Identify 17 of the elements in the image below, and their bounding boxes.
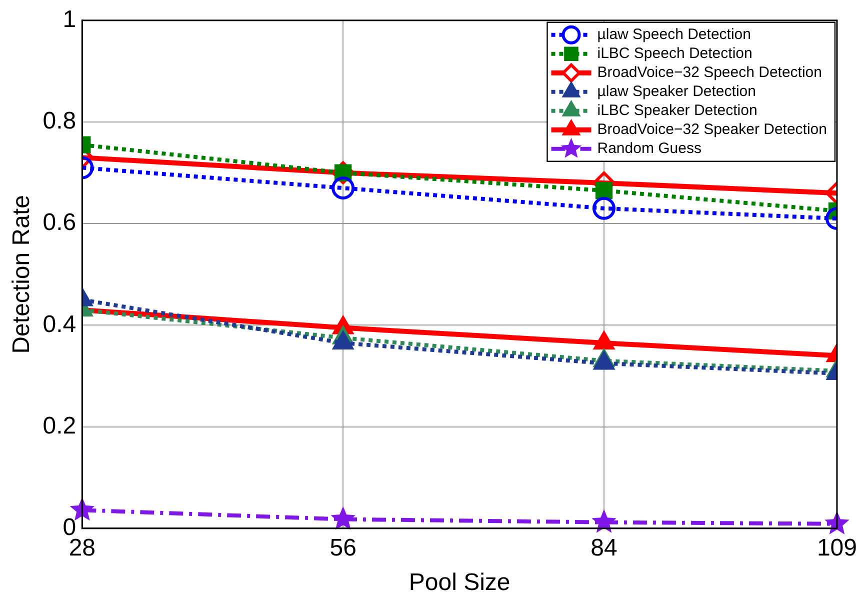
legend-label: iLBC Speech Detection xyxy=(597,45,752,62)
y-tick-label: 0.2 xyxy=(42,412,76,440)
legend-label: Random Guess xyxy=(597,140,702,158)
x-tick-label: 109 xyxy=(816,534,857,562)
x-tick-label: 56 xyxy=(330,534,356,562)
y-tick-label: 0.4 xyxy=(42,310,76,338)
x-tick-label: 84 xyxy=(590,534,618,562)
x-axis-title: Pool Size xyxy=(408,569,510,596)
legend-label: µlaw Speaker Detection xyxy=(597,83,756,100)
y-tick-label: 0.6 xyxy=(42,209,76,236)
y-tick-label: 0.8 xyxy=(42,108,76,135)
legend-label: BroadVoice−32 Speaker Detection xyxy=(597,121,827,138)
y-axis-title: Detection Rate xyxy=(8,195,36,354)
y-tick-label: 1 xyxy=(62,6,76,34)
legend-label: iLBC Speaker Detection xyxy=(597,102,758,120)
legend-label: µlaw Speech Detection xyxy=(597,26,751,44)
legend-label: BroadVoice−32 Speech Detection xyxy=(597,64,822,82)
